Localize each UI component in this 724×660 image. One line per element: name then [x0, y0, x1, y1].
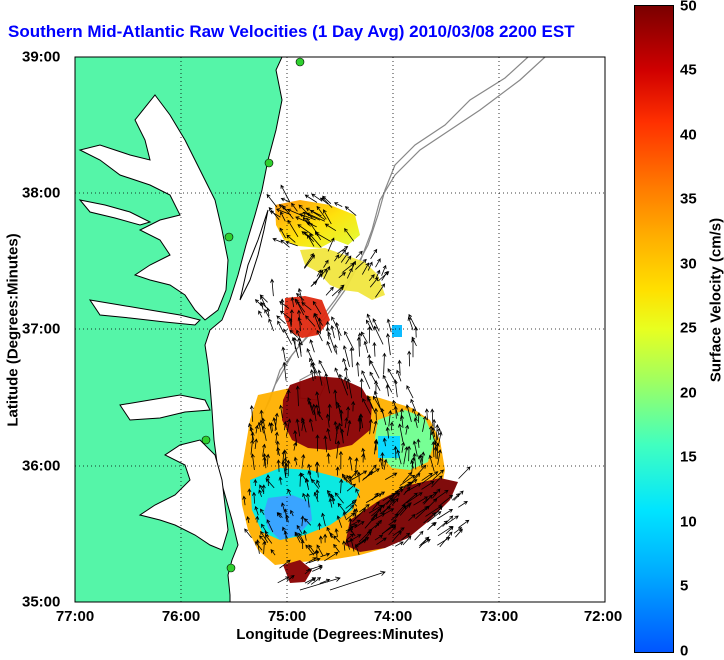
colorbar-tick: 10 [680, 514, 697, 531]
colorbar-tick: 50 [680, 0, 697, 15]
velocity-patch-darkred [282, 376, 372, 450]
velocity-map [0, 0, 634, 659]
radar-station-marker [265, 159, 273, 167]
colorbar-label: Surface Velocity (cm/s) [708, 218, 724, 382]
velocity-patch-spot [392, 325, 402, 337]
y-tick-label: 35:00 [22, 594, 60, 611]
colorbar-tick: 0 [680, 643, 688, 660]
colorbar-tick: 15 [680, 449, 697, 466]
colorbar-tick: 40 [680, 127, 697, 144]
colorbar [634, 5, 674, 653]
x-tick-label: 72:00 [584, 608, 622, 625]
x-tick-label: 74:00 [374, 608, 412, 625]
colorbar-tick: 25 [680, 320, 697, 337]
radar-station-marker [202, 436, 210, 444]
x-tick-label: 77:00 [56, 608, 94, 625]
radar-station-marker [296, 58, 304, 66]
colorbar-tick: 5 [680, 578, 688, 595]
radar-station-marker [225, 233, 233, 241]
y-axis-label: Latitude (Degrees:Minutes) [5, 233, 22, 426]
radar-station-marker [227, 564, 235, 572]
colorbar-tick: 45 [680, 62, 697, 79]
x-tick-label: 76:00 [162, 608, 200, 625]
y-tick-label: 38:00 [22, 185, 60, 202]
colorbar-tick: 35 [680, 191, 697, 208]
y-tick-label: 37:00 [22, 321, 60, 338]
x-tick-label: 73:00 [480, 608, 518, 625]
y-tick-label: 39:00 [22, 49, 60, 66]
colorbar-tick: 20 [680, 385, 697, 402]
y-tick-label: 36:00 [22, 458, 60, 475]
y-axis-label-wrap: Latitude (Degrees:Minutes) [0, 180, 26, 480]
x-axis-label: Longitude (Degrees:Minutes) [236, 626, 444, 643]
colorbar-label-wrap: Surface Velocity (cm/s) [704, 0, 724, 659]
colorbar-tick: 30 [680, 256, 697, 273]
x-tick-label: 75:00 [268, 608, 306, 625]
